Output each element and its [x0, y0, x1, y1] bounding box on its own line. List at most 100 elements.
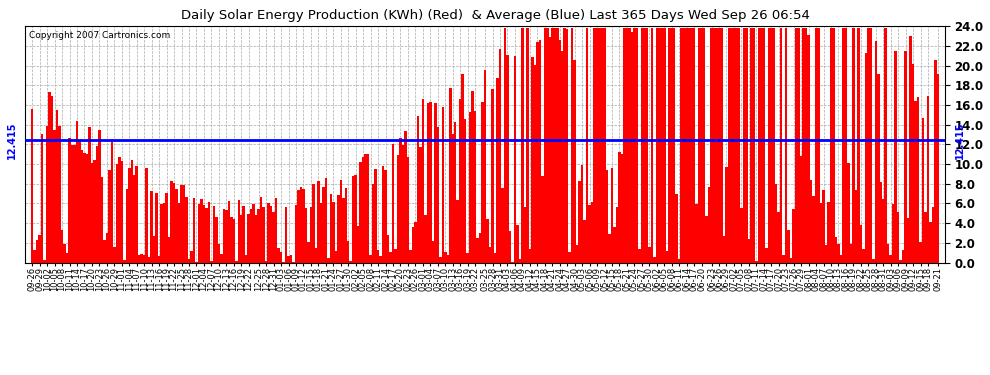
Bar — [624, 28, 626, 262]
Bar — [437, 127, 440, 262]
Bar — [920, 242, 922, 262]
Bar — [446, 255, 449, 262]
Bar — [275, 198, 277, 262]
Bar — [442, 107, 445, 262]
Bar — [899, 260, 902, 262]
Bar — [312, 184, 315, 262]
Bar — [50, 96, 53, 262]
Bar — [892, 204, 894, 262]
Bar — [175, 189, 178, 262]
Bar — [912, 64, 915, 262]
Bar — [494, 254, 496, 262]
Bar — [757, 28, 760, 262]
Bar — [290, 255, 292, 262]
Bar — [41, 134, 44, 262]
Bar — [797, 28, 800, 262]
Bar — [700, 28, 703, 262]
Bar — [210, 261, 213, 262]
Bar — [937, 74, 940, 262]
Bar — [432, 241, 434, 262]
Bar — [451, 134, 454, 262]
Bar — [464, 119, 466, 262]
Bar — [542, 176, 544, 262]
Bar — [88, 128, 91, 262]
Bar — [78, 141, 81, 262]
Bar — [830, 28, 833, 262]
Bar — [39, 235, 41, 262]
Bar — [805, 28, 808, 262]
Bar — [409, 251, 412, 262]
Bar — [695, 204, 698, 262]
Bar — [203, 206, 205, 262]
Bar — [879, 182, 882, 262]
Bar — [526, 28, 529, 262]
Bar — [690, 28, 693, 262]
Bar — [332, 202, 335, 262]
Bar — [292, 261, 295, 262]
Bar — [760, 28, 762, 262]
Bar — [96, 146, 98, 262]
Bar — [320, 203, 322, 262]
Bar — [190, 251, 193, 262]
Bar — [566, 28, 568, 262]
Bar — [884, 28, 887, 262]
Bar — [910, 36, 912, 262]
Bar — [265, 261, 267, 262]
Bar — [857, 28, 859, 262]
Bar — [245, 255, 248, 262]
Bar — [238, 200, 240, 262]
Bar — [703, 28, 705, 262]
Bar — [736, 28, 738, 262]
Bar — [243, 206, 245, 262]
Bar — [55, 110, 58, 262]
Bar — [424, 215, 427, 262]
Bar — [894, 51, 897, 262]
Bar — [752, 28, 755, 262]
Bar — [563, 28, 566, 262]
Bar — [772, 28, 775, 262]
Bar — [546, 28, 548, 262]
Bar — [499, 49, 501, 262]
Bar — [504, 28, 506, 262]
Bar — [534, 65, 537, 262]
Bar — [626, 28, 629, 262]
Bar — [902, 250, 905, 262]
Bar — [723, 236, 726, 262]
Bar — [551, 28, 553, 262]
Bar — [208, 202, 210, 262]
Bar — [305, 209, 307, 262]
Bar — [76, 121, 78, 262]
Bar — [726, 167, 728, 262]
Bar — [297, 190, 300, 262]
Bar — [553, 28, 556, 262]
Bar — [882, 199, 884, 262]
Bar — [710, 28, 713, 262]
Bar — [728, 28, 731, 262]
Bar — [738, 28, 741, 262]
Bar — [404, 130, 407, 262]
Bar — [454, 122, 456, 262]
Bar — [795, 28, 797, 262]
Bar — [556, 28, 558, 262]
Bar — [379, 255, 382, 262]
Bar — [496, 78, 499, 262]
Bar — [869, 28, 872, 262]
Bar — [248, 214, 249, 262]
Bar — [636, 28, 639, 262]
Bar — [260, 196, 262, 262]
Bar — [818, 28, 820, 262]
Bar — [183, 185, 185, 262]
Bar — [847, 163, 849, 262]
Bar — [469, 112, 471, 262]
Bar — [849, 244, 852, 262]
Bar — [561, 51, 563, 262]
Bar — [922, 118, 925, 262]
Bar — [372, 184, 374, 262]
Bar — [369, 255, 372, 262]
Bar — [73, 145, 76, 262]
Bar — [63, 244, 65, 262]
Bar — [862, 249, 864, 262]
Bar — [887, 243, 889, 262]
Bar — [60, 230, 63, 262]
Bar — [335, 251, 337, 262]
